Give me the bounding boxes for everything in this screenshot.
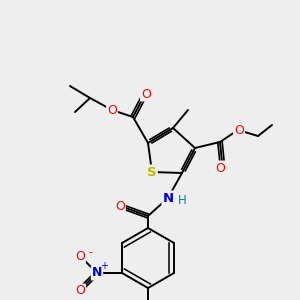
Text: -: - [88,247,92,257]
Text: O: O [75,284,85,298]
Text: S: S [147,166,157,178]
Text: O: O [215,161,225,175]
Text: H: H [178,194,186,208]
Text: O: O [141,88,151,100]
Text: O: O [75,250,85,262]
Text: O: O [107,103,117,116]
Text: +: + [100,261,108,271]
Text: O: O [115,200,125,214]
Text: O: O [234,124,244,136]
Text: N: N [92,266,102,280]
Text: N: N [162,191,174,205]
